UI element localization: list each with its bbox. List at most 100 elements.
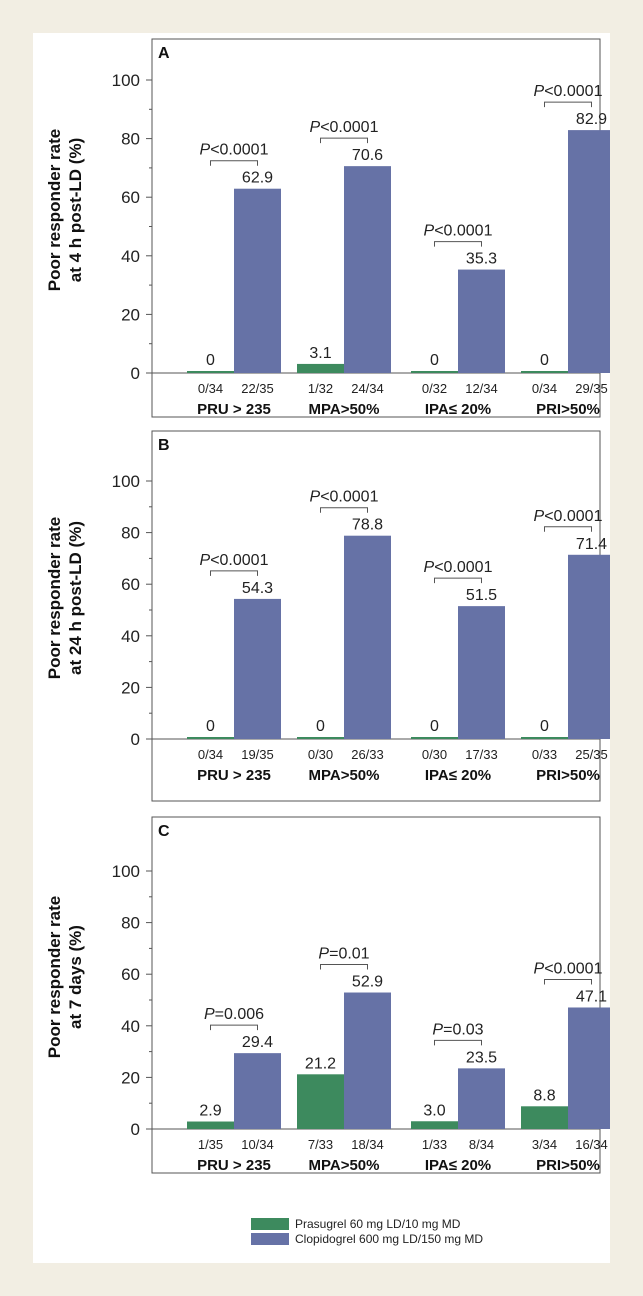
y-axis-title-line1: Poor responder rate [45,517,64,680]
clopidogrel-value-label: 51.5 [466,587,497,604]
category-label: IPA≤ 20% [425,767,491,784]
p-value-bracket [210,570,258,576]
clopidogrel-fraction-label: 17/33 [465,747,498,762]
prasugrel-bar [187,1121,234,1129]
y-tick-label: 80 [121,130,140,149]
clopidogrel-value-label: 35.3 [466,251,497,268]
p-value-number: <0.0001 [210,552,268,569]
y-axis-title-line2: at 24 h post-LD (%) [66,521,85,675]
clopidogrel-value-label: 29.4 [242,1034,273,1051]
category-label: MPA>50% [308,401,379,418]
prasugrel-fraction-label: 0/34 [532,381,557,396]
y-tick-label: 20 [121,1068,140,1087]
clopidogrel-fraction-label: 25/35 [575,747,608,762]
p-value-bracket [320,137,368,144]
p-value-label: P<0.0001 [424,223,493,240]
prasugrel-bar [521,737,568,739]
p-value-bracket [434,577,482,584]
clopidogrel-bar [234,1053,281,1129]
category-label: PRU > 235 [197,401,271,418]
legend-swatch-clopidogrel [251,1233,289,1245]
p-value-label: P<0.0001 [200,552,269,569]
y-tick-label: 80 [121,524,140,543]
p-value-prefix: P [534,508,545,525]
legend: Prasugrel 60 mg LD/10 mg MD Clopidogrel … [251,1217,483,1246]
prasugrel-bar [187,737,234,739]
p-value-number: <0.0001 [320,119,378,136]
p-value-label: P=0.03 [432,1021,483,1038]
y-tick-label: 100 [112,862,140,881]
p-value-prefix: P [424,559,435,576]
clopidogrel-bar [568,554,610,739]
panel-a: A 0 20 40 60 80 100 Poor responder rate at 4 h p… [45,38,610,418]
y-tick-label: 60 [121,188,140,207]
clopidogrel-fraction-label: 16/34 [575,1137,608,1152]
clopidogrel-bar [568,1007,610,1129]
prasugrel-fraction-label: 0/32 [422,381,447,396]
p-value-bracket [544,101,592,108]
category-label: PRI>50% [536,401,600,418]
y-tick-label: 0 [131,730,140,749]
p-value-label: P<0.0001 [200,142,269,159]
p-value-prefix: P [534,960,545,977]
clopidogrel-fraction-label: 26/33 [351,747,384,762]
clopidogrel-fraction-label: 18/34 [351,1137,384,1152]
prasugrel-value-label: 0 [430,718,439,735]
clopidogrel-bar [344,535,391,739]
clopidogrel-bar [344,166,391,373]
prasugrel-value-label: 0 [540,352,549,369]
prasugrel-fraction-label: 1/33 [422,1137,447,1152]
p-value-label: P=0.01 [318,946,369,963]
prasugrel-value-label: 0 [540,718,549,735]
clopidogrel-value-label: 54.3 [242,580,273,597]
p-value-bracket [544,526,592,532]
p-value-prefix: P [534,83,545,100]
prasugrel-bar [297,737,344,739]
prasugrel-value-label: 8.8 [533,1087,555,1104]
p-value-number: <0.0001 [544,960,602,977]
p-value-number: <0.0001 [544,508,602,525]
p-value-bracket [210,160,258,166]
category-label: IPA≤ 20% [425,401,491,418]
prasugrel-value-label: 0 [430,352,439,369]
clopidogrel-value-label: 62.9 [242,170,273,187]
p-value-bracket [320,507,368,513]
prasugrel-bar [411,1121,458,1129]
prasugrel-bar [297,363,344,373]
p-value-bracket [544,978,592,985]
p-value-bracket [210,1024,258,1031]
clopidogrel-bar [568,130,610,373]
clopidogrel-bar [458,269,505,373]
clopidogrel-fraction-label: 12/34 [465,381,498,396]
prasugrel-fraction-label: 1/35 [198,1137,223,1152]
category-label: MPA>50% [308,1157,379,1174]
prasugrel-fraction-label: 7/33 [308,1137,333,1152]
clopidogrel-value-label: 82.9 [576,111,607,128]
y-tick-label: 40 [121,627,140,646]
prasugrel-fraction-label: 0/34 [198,381,223,396]
clopidogrel-bar [234,188,281,373]
prasugrel-bar [521,371,568,373]
legend-swatch-prasugrel [251,1218,289,1230]
figure-card: A 0 20 40 60 80 100 Poor responder rate at 4 h p… [33,33,610,1263]
prasugrel-fraction-label: 0/33 [532,747,557,762]
p-value-label: P<0.0001 [424,559,493,576]
p-value-label: P<0.0001 [534,960,603,977]
category-label: PRI>50% [536,1157,600,1174]
p-value-label: P<0.0001 [534,508,603,525]
category-label: MPA>50% [308,767,379,784]
clopidogrel-value-label: 52.9 [352,974,383,991]
y-tick-label: 80 [121,914,140,933]
prasugrel-value-label: 3.1 [309,345,331,362]
panel-b: B 0 20 40 60 80 100 Poor responder rate at 24 h … [45,430,610,802]
y-axis-title-line2: at 7 days (%) [66,925,85,1029]
clopidogrel-value-label: 70.6 [352,147,383,164]
clopidogrel-value-label: 78.8 [352,517,383,534]
p-value-prefix: P [204,1006,215,1023]
y-tick-label: 60 [121,965,140,984]
prasugrel-value-label: 0 [316,718,325,735]
prasugrel-value-label: 0 [206,718,215,735]
prasugrel-value-label: 21.2 [305,1055,336,1072]
legend-label-prasugrel: Prasugrel 60 mg LD/10 mg MD [295,1217,461,1231]
